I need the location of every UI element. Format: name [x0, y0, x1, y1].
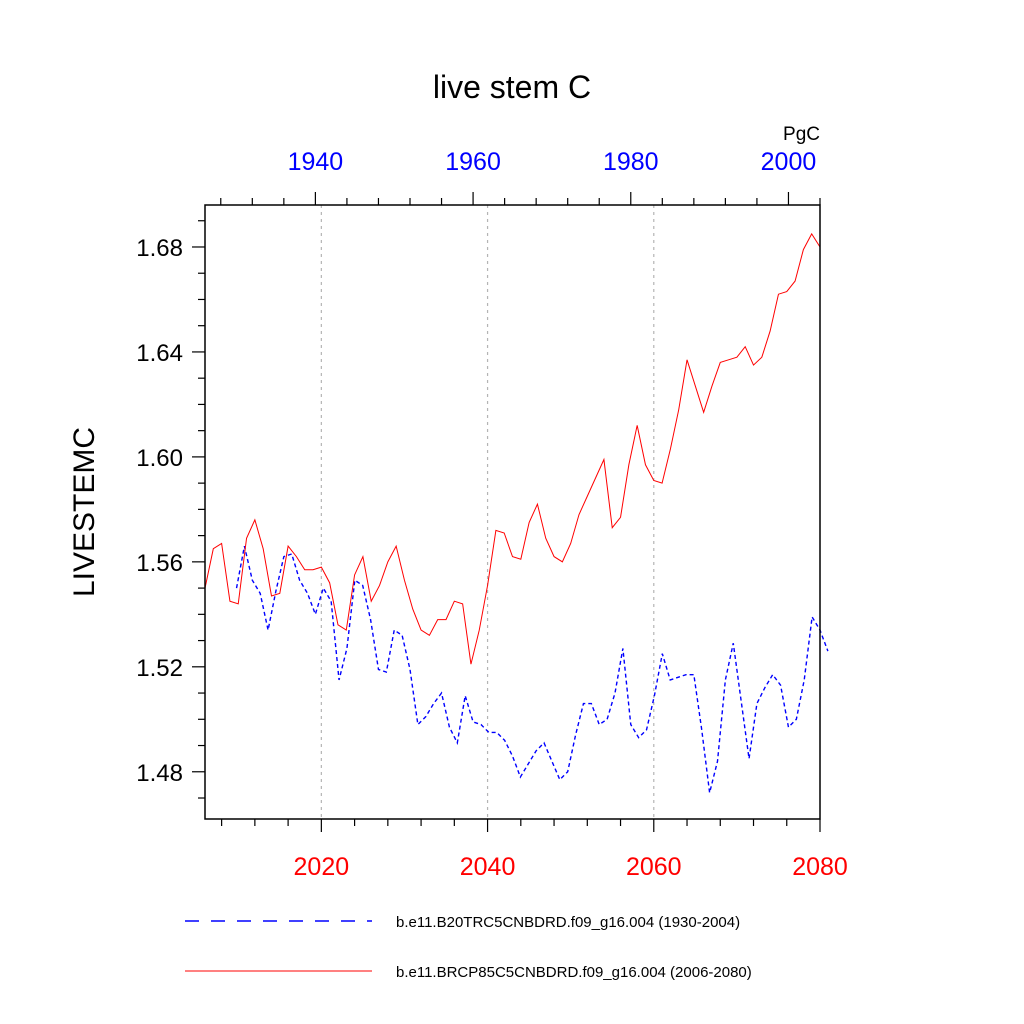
y-tick-label: 1.56	[136, 550, 183, 577]
plot-frame	[204, 204, 821, 820]
top-tick-label: 2000	[761, 148, 817, 176]
bottom-tick-label: 2080	[792, 853, 848, 881]
legend-label-historical: b.e11.B20TRC5CNBDRD.f09_g16.004 (1930-20…	[396, 914, 740, 931]
y-tick-label: 1.64	[136, 340, 183, 367]
chart-title: live stem C	[433, 69, 591, 105]
bottom-tick-label: 2060	[626, 853, 682, 881]
legend-label-future: b.e11.BRCP85C5CNBDRD.f09_g16.004 (2006-2…	[396, 964, 752, 981]
y-tick-label: 1.52	[136, 655, 183, 682]
y-tick-label: 1.68	[136, 235, 183, 262]
grid-lines	[320, 205, 655, 819]
top-tick-label: 1940	[288, 148, 344, 176]
legend: b.e11.B20TRC5CNBDRD.f09_g16.004 (1930-20…	[185, 914, 752, 981]
series-line-historical	[235, 545, 829, 793]
top-tick-label: 1960	[445, 148, 501, 176]
series-lines	[204, 232, 829, 793]
axes: 1.48 1.52 1.56 1.60 1.64 1.68 2020 2040 2060 2080…	[136, 148, 848, 881]
top-tick-label: 1980	[603, 148, 659, 176]
units-label: PgC	[783, 124, 820, 145]
y-tick-label: 1.48	[136, 760, 183, 787]
bottom-tick-label: 2040	[460, 853, 516, 881]
bottom-tick-label: 2020	[294, 853, 350, 881]
y-tick-label: 1.60	[136, 445, 183, 472]
series-line-future	[204, 232, 821, 665]
y-axis-label: LIVESTEMC	[68, 427, 101, 597]
